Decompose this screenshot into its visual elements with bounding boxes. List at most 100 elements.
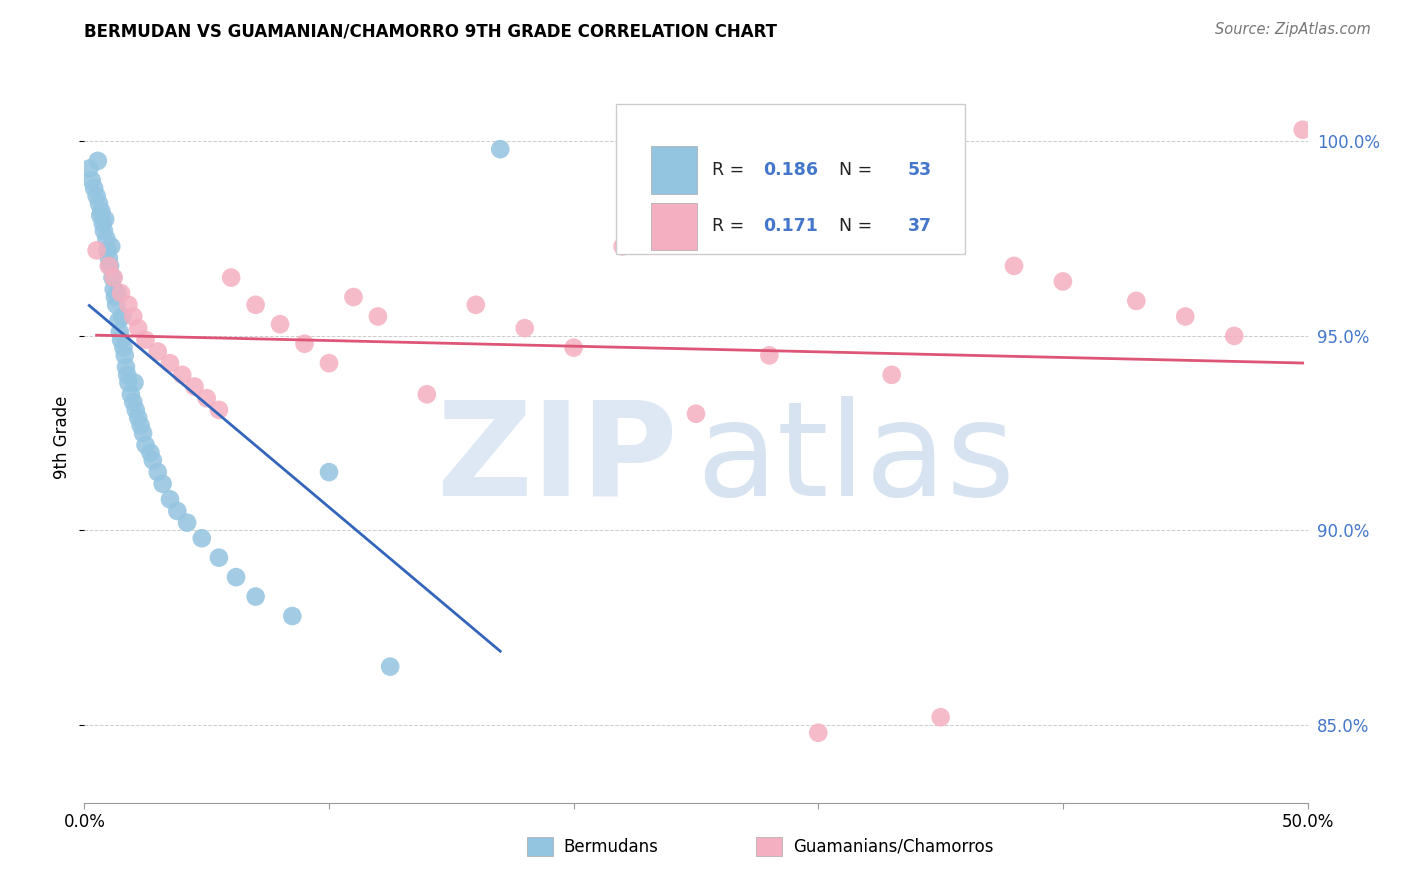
Point bbox=[135, 333, 157, 347]
Point bbox=[132, 426, 155, 441]
Point bbox=[86, 189, 108, 203]
Point bbox=[101, 270, 124, 285]
Point bbox=[94, 212, 117, 227]
Point bbox=[87, 196, 110, 211]
Point bbox=[1223, 329, 1246, 343]
Point bbox=[195, 391, 218, 405]
Point bbox=[80, 173, 103, 187]
Point bbox=[208, 402, 231, 417]
Point bbox=[127, 410, 149, 425]
Point bbox=[104, 290, 127, 304]
Point bbox=[1002, 259, 1025, 273]
Text: R =: R = bbox=[711, 161, 749, 179]
Text: Bermudans: Bermudans bbox=[564, 838, 658, 855]
Point bbox=[97, 259, 120, 273]
Point bbox=[1174, 310, 1197, 324]
Point bbox=[152, 476, 174, 491]
Point bbox=[98, 259, 121, 273]
Point bbox=[342, 290, 364, 304]
Point bbox=[114, 348, 136, 362]
Y-axis label: 9th Grade: 9th Grade bbox=[53, 395, 72, 479]
Point bbox=[107, 313, 129, 327]
Point bbox=[1052, 275, 1074, 289]
Point bbox=[115, 368, 138, 382]
Point bbox=[1292, 122, 1315, 136]
Point bbox=[122, 310, 145, 324]
Bar bbox=[651, 202, 697, 250]
Point bbox=[183, 379, 205, 393]
Point bbox=[172, 368, 194, 382]
Point bbox=[513, 321, 536, 335]
Point bbox=[97, 244, 120, 258]
Point bbox=[105, 286, 128, 301]
Point bbox=[86, 244, 108, 258]
Point bbox=[245, 590, 267, 604]
Point bbox=[117, 298, 139, 312]
Point bbox=[124, 376, 146, 390]
Point bbox=[110, 286, 132, 301]
Point bbox=[139, 445, 162, 459]
Point bbox=[416, 387, 439, 401]
Point bbox=[685, 407, 707, 421]
Point bbox=[97, 251, 120, 265]
Point bbox=[125, 402, 148, 417]
Point bbox=[111, 310, 134, 324]
Point bbox=[367, 310, 389, 324]
Point bbox=[318, 356, 340, 370]
Text: N =: N = bbox=[828, 161, 877, 179]
Text: Guamanians/Chamorros: Guamanians/Chamorros bbox=[793, 838, 994, 855]
Text: R =: R = bbox=[711, 218, 749, 235]
Point bbox=[612, 239, 634, 253]
Point bbox=[108, 325, 131, 339]
Text: BERMUDAN VS GUAMANIAN/CHAMORRO 9TH GRADE CORRELATION CHART: BERMUDAN VS GUAMANIAN/CHAMORRO 9TH GRADE… bbox=[84, 22, 778, 40]
Point bbox=[135, 438, 157, 452]
Point bbox=[146, 465, 169, 479]
Point bbox=[127, 321, 149, 335]
Point bbox=[90, 204, 112, 219]
Point bbox=[380, 659, 402, 673]
Point bbox=[91, 216, 114, 230]
Point bbox=[112, 341, 135, 355]
Point bbox=[120, 387, 142, 401]
Point bbox=[100, 239, 122, 253]
Point bbox=[807, 725, 830, 739]
Point bbox=[115, 359, 138, 374]
Point bbox=[929, 710, 952, 724]
Text: 0.186: 0.186 bbox=[763, 161, 818, 179]
Point bbox=[166, 504, 188, 518]
Text: Source: ZipAtlas.com: Source: ZipAtlas.com bbox=[1215, 22, 1371, 37]
Point bbox=[219, 270, 242, 285]
Point bbox=[208, 550, 231, 565]
Point bbox=[758, 348, 780, 362]
Point bbox=[110, 333, 132, 347]
Point bbox=[294, 336, 316, 351]
Point bbox=[281, 609, 304, 624]
Point bbox=[105, 298, 128, 312]
Point bbox=[122, 395, 145, 409]
Point bbox=[159, 492, 181, 507]
Bar bbox=[651, 146, 697, 194]
Point bbox=[245, 298, 267, 312]
Text: N =: N = bbox=[828, 218, 877, 235]
Point bbox=[562, 341, 585, 355]
Point bbox=[146, 344, 169, 359]
Point bbox=[489, 142, 512, 156]
Point bbox=[103, 270, 125, 285]
Point bbox=[464, 298, 486, 312]
Text: ZIP: ZIP bbox=[436, 395, 678, 523]
Point bbox=[159, 356, 181, 370]
Text: 0.171: 0.171 bbox=[763, 218, 818, 235]
Point bbox=[117, 376, 139, 390]
Point bbox=[176, 516, 198, 530]
Point bbox=[93, 224, 115, 238]
Point bbox=[103, 282, 125, 296]
Point bbox=[880, 368, 903, 382]
Point bbox=[83, 181, 105, 195]
Point bbox=[225, 570, 247, 584]
Point bbox=[87, 153, 110, 168]
Point bbox=[1125, 293, 1147, 308]
FancyBboxPatch shape bbox=[616, 104, 965, 254]
Point bbox=[191, 531, 214, 545]
Point bbox=[129, 418, 152, 433]
Text: 37: 37 bbox=[908, 218, 932, 235]
